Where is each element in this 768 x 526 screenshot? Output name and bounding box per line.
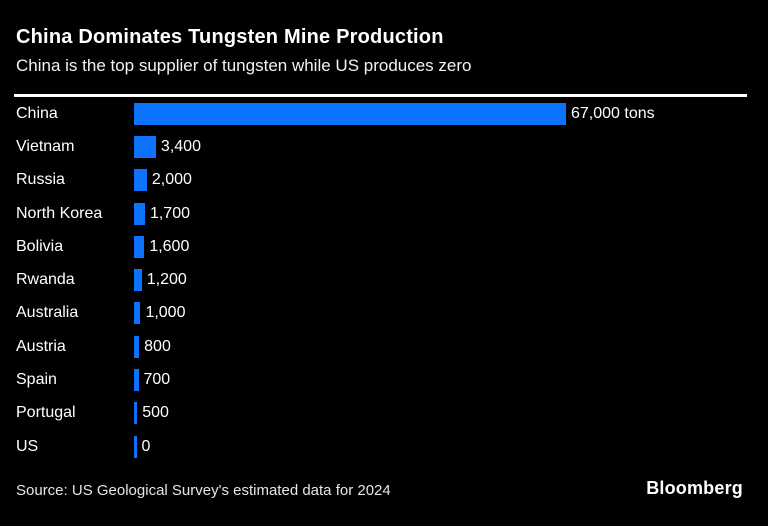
category-label: Austria xyxy=(16,337,66,355)
value-label: 0 xyxy=(141,437,151,455)
bar xyxy=(134,135,156,158)
category-label: Bolivia xyxy=(16,237,64,255)
chart-row: Australia 1,000 xyxy=(0,297,768,330)
value-label: 1,700 xyxy=(149,204,190,222)
value-label: 1,000 xyxy=(145,304,186,322)
category-label: Russia xyxy=(16,171,65,189)
chart-row: Austria 800 xyxy=(0,330,768,363)
value-label: 800 xyxy=(144,337,171,355)
bar xyxy=(134,235,145,258)
category-label: China xyxy=(16,104,58,122)
bar xyxy=(134,435,137,458)
source-note: Source: US Geological Survey's estimated… xyxy=(16,482,391,499)
value-label: 2,000 xyxy=(151,171,192,189)
chart-subtitle: China is the top supplier of tungsten wh… xyxy=(16,56,472,75)
chart-row: Bolivia 1,600 xyxy=(0,230,768,263)
header-divider-rule xyxy=(14,94,747,97)
value-label: 1,200 xyxy=(146,271,187,289)
value-label: 1,600 xyxy=(149,237,190,255)
value-label: 3,400 xyxy=(160,137,201,155)
category-label: Spain xyxy=(16,371,57,389)
bloomberg-logo: Bloomberg xyxy=(646,478,743,498)
bar xyxy=(134,335,140,358)
category-label: Portugal xyxy=(16,404,76,422)
chart-row: Vietnam 3,400 xyxy=(0,130,768,163)
category-label: North Korea xyxy=(16,204,103,222)
value-label: 67,000 tons xyxy=(571,104,655,122)
chart-title: China Dominates Tungsten Mine Production xyxy=(16,26,444,48)
chart-row: US 0 xyxy=(0,430,768,463)
bar xyxy=(134,169,147,192)
chart-row: Russia 2,000 xyxy=(0,164,768,197)
category-label: Australia xyxy=(16,304,79,322)
bar-chart: China 67,000 tons Vietnam 3,400 Russia 2,000 N… xyxy=(0,97,768,463)
bar xyxy=(134,369,139,392)
chart-row: Spain 700 xyxy=(0,363,768,396)
bar xyxy=(134,102,566,125)
value-label: 700 xyxy=(143,371,171,389)
chart-row: Rwanda 1,200 xyxy=(0,263,768,296)
bar xyxy=(134,402,138,425)
bar xyxy=(134,202,145,225)
chart-row: China 67,000 tons xyxy=(0,97,768,130)
chart-row: Portugal 500 xyxy=(0,397,768,430)
category-label: Vietnam xyxy=(16,137,75,155)
bar xyxy=(134,269,142,292)
bar xyxy=(134,302,141,325)
category-label: Rwanda xyxy=(16,271,75,289)
category-label: US xyxy=(16,437,39,455)
value-label: 500 xyxy=(142,404,169,422)
chart-row: North Korea 1,700 xyxy=(0,197,768,230)
